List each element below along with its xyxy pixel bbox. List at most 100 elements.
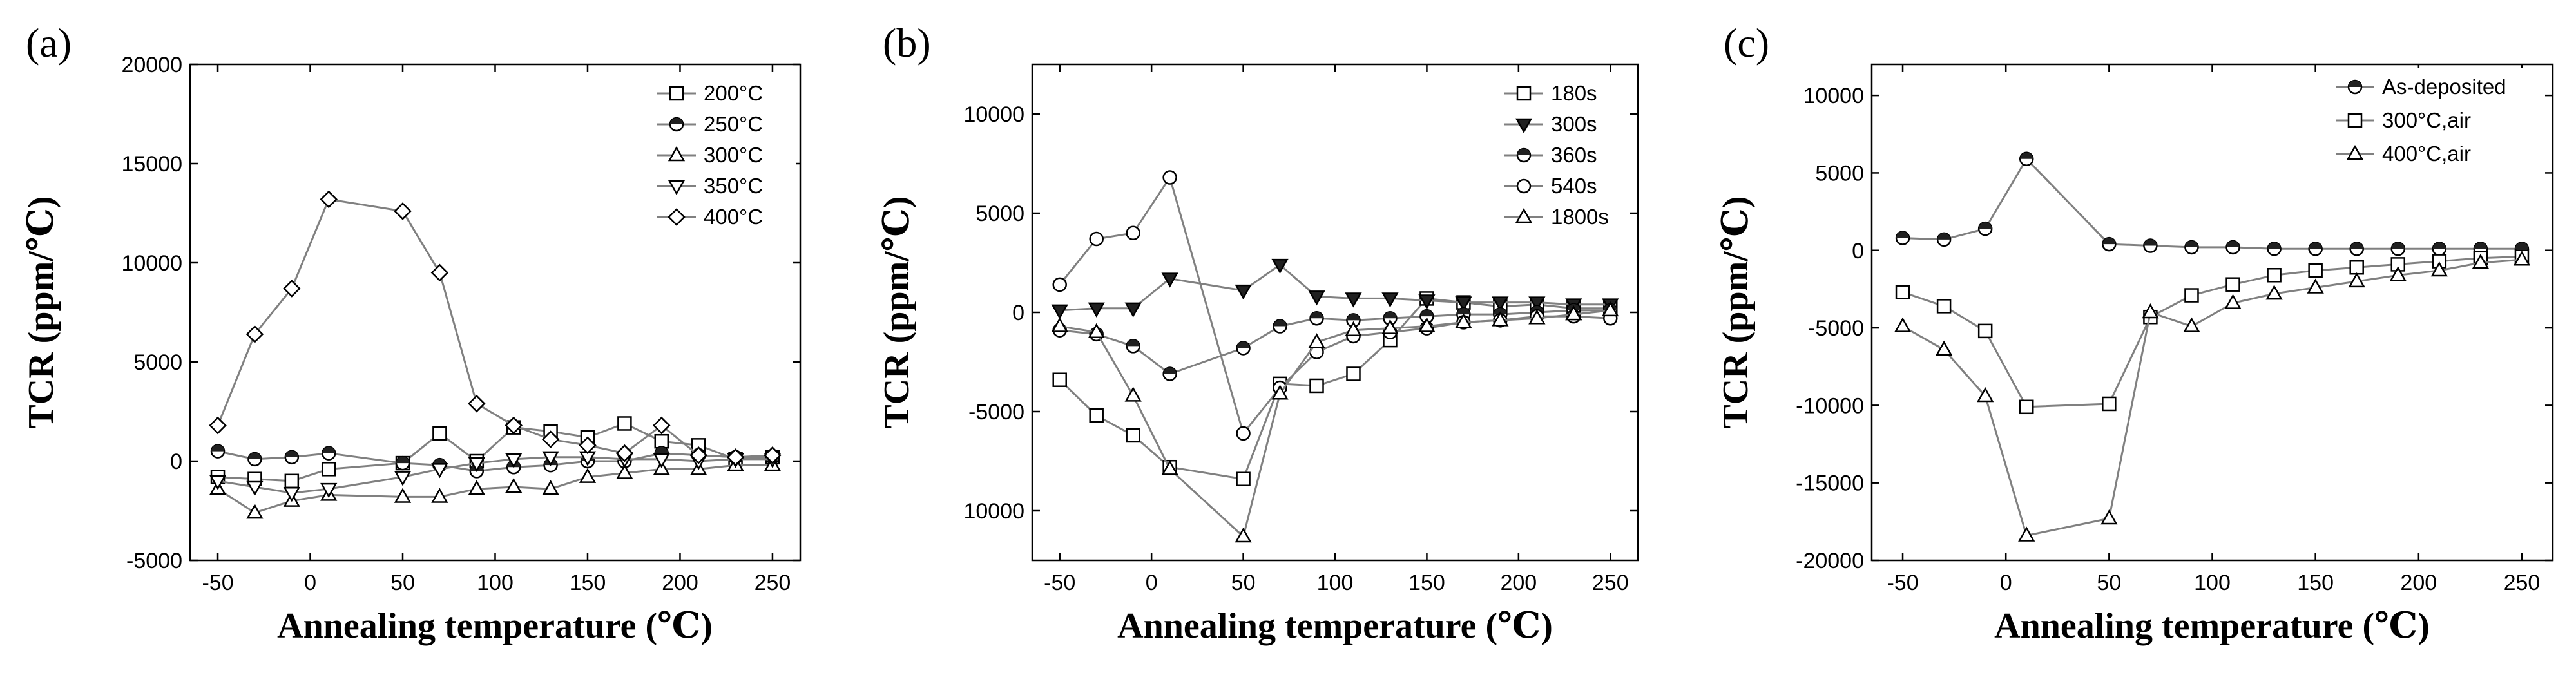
x-tick-label: 150	[570, 571, 606, 595]
data-point	[1977, 386, 1994, 403]
legend-label: 200°C	[704, 81, 763, 105]
legend: 180s 300s 360s 540s 1800s	[1498, 74, 1627, 253]
data-point	[1455, 313, 1472, 328]
x-tick-label: 50	[2097, 571, 2121, 595]
y-tick-label: 5000	[133, 350, 182, 375]
panel-a: (a) -50 0 50 100 150 200 250 -5000 0 5000 10000 1500…	[21, 20, 802, 646]
data-point	[1161, 272, 1178, 288]
data-point	[1309, 378, 1324, 394]
legend-item-300c: 300°C	[657, 143, 763, 167]
data-point	[432, 426, 447, 441]
data-point	[1088, 323, 1105, 339]
x-axis-title: Annealing temperature (℃)	[1117, 606, 1553, 646]
x-tick-label: 100	[1317, 571, 1354, 595]
data-point	[2184, 288, 2199, 303]
data-point	[617, 416, 632, 431]
data-point	[1052, 277, 1067, 292]
data-point	[2308, 242, 2323, 256]
data-point	[1492, 296, 1509, 312]
data-point	[1089, 408, 1104, 423]
legend-label: 1800s	[1551, 205, 1609, 229]
legend-label: As-deposited	[2382, 75, 2506, 99]
data-point	[468, 394, 486, 413]
series-line	[217, 422, 773, 482]
legend-item-400c: 400°C	[657, 205, 763, 229]
legend-marker	[1515, 118, 1533, 134]
data-point	[1089, 231, 1104, 247]
data-point	[209, 416, 227, 435]
data-point	[2513, 251, 2531, 266]
x-tick-label: 150	[1408, 571, 1445, 595]
y-tick-label: 15000	[121, 152, 182, 176]
legend-label: 350°C	[704, 174, 763, 198]
data-point	[2184, 240, 2199, 255]
legend-item-200c: 200°C	[657, 81, 763, 105]
y-tick-label: 10000	[121, 251, 182, 276]
legend-item-400c-air: 400°C,air	[2336, 142, 2471, 166]
series-line	[1059, 309, 1611, 376]
legend: As-deposited 300°C,air 400°C,air	[2329, 68, 2542, 185]
panel-letter: (a)	[26, 20, 72, 66]
x-tick-label: -50	[1887, 571, 1918, 595]
y-axis-title: TCR (ppm/℃)	[1716, 196, 1756, 428]
legend-label: 360s	[1551, 143, 1597, 167]
legend-label: 400°C	[704, 205, 763, 229]
legend-item-540s: 540s	[1504, 174, 1597, 198]
y-tick-label: 10000	[963, 102, 1024, 127]
data-point	[1894, 317, 1912, 332]
data-point	[1418, 317, 1436, 332]
x-tick-label: 100	[2194, 571, 2231, 595]
series-300c	[209, 456, 782, 519]
y-tick-label: 0	[1012, 301, 1024, 325]
data-point	[245, 325, 264, 343]
data-point	[505, 477, 523, 493]
x-tick-label: 0	[1146, 571, 1158, 595]
x-tick-label: 250	[2504, 571, 2541, 595]
x-tick-label: 50	[390, 571, 415, 595]
legend-label: 250°C	[704, 112, 763, 136]
data-point	[1235, 527, 1252, 543]
data-point	[2019, 399, 2034, 415]
y-tick-label: -5000	[126, 549, 182, 573]
legend-marker	[668, 180, 686, 196]
legend-item-300c-air: 300°C,air	[2336, 108, 2471, 132]
legend-item-250c: 250°C	[657, 112, 763, 136]
panel-letter: (b)	[883, 20, 931, 66]
data-point	[1936, 232, 1952, 247]
data-point	[1236, 471, 1251, 486]
legend-marker	[2347, 79, 2363, 95]
y-tick-label: 5000	[976, 202, 1024, 226]
x-tick-label: 100	[477, 571, 514, 595]
legend-marker	[2346, 144, 2364, 160]
legend-marker	[1516, 178, 1532, 194]
data-point	[653, 453, 670, 468]
data-point	[247, 452, 262, 467]
data-point	[2265, 285, 2283, 300]
x-tick-label: 200	[2400, 571, 2437, 595]
data-point	[1455, 296, 1472, 312]
data-point	[1345, 292, 1362, 308]
x-tick-label: 250	[755, 571, 791, 595]
data-point	[1565, 305, 1582, 321]
legend-marker	[668, 208, 686, 226]
data-point	[1236, 341, 1251, 356]
data-point	[2267, 242, 2282, 256]
data-point	[2142, 303, 2159, 319]
data-point	[1124, 302, 1142, 318]
series-line	[1902, 255, 2523, 408]
data-point	[431, 488, 448, 503]
x-tick-label: 200	[662, 571, 698, 595]
y-tick-label: -10000	[1796, 394, 1864, 418]
data-point	[541, 430, 560, 448]
y-tick-label: -5000	[968, 400, 1024, 424]
data-point	[210, 444, 226, 459]
data-point	[1383, 310, 1398, 326]
legend-label: 300°C,air	[2382, 108, 2471, 132]
data-point	[394, 488, 412, 503]
series-line	[1059, 297, 1611, 480]
data-point	[653, 416, 671, 435]
data-point	[394, 471, 412, 486]
data-point	[579, 468, 597, 483]
data-point	[320, 482, 338, 499]
x-tick-label: 200	[1500, 571, 1537, 595]
